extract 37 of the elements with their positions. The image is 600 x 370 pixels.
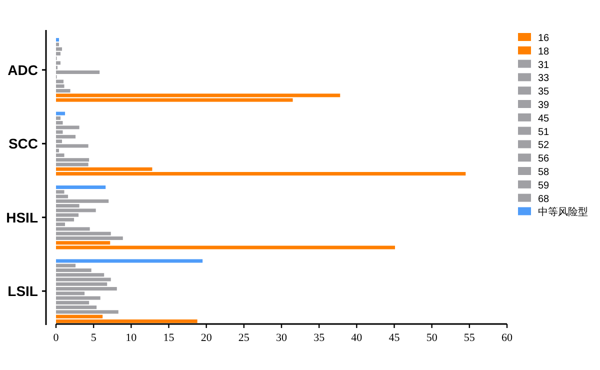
legend-label: 31 xyxy=(538,60,550,71)
x-tick-label: 35 xyxy=(314,332,326,344)
bar xyxy=(56,236,123,240)
x-tick-label: 45 xyxy=(388,332,400,344)
legend-label: 18 xyxy=(538,46,550,58)
legend-label: 58 xyxy=(538,167,550,178)
legend-label: 56 xyxy=(538,154,550,165)
x-tick-label: 30 xyxy=(276,332,288,344)
legend-label: 68 xyxy=(538,194,550,205)
legend-label: 59 xyxy=(538,180,550,192)
legend-label: 39 xyxy=(538,100,550,111)
y-tick-label: LSIL xyxy=(8,283,38,300)
x-tick-label: 10 xyxy=(126,332,138,344)
bar xyxy=(56,185,106,189)
x-tick-label: 15 xyxy=(163,332,175,344)
legend-label: 16 xyxy=(538,33,550,44)
legend-label: 中等风险型 xyxy=(538,206,588,218)
x-tick-label: 55 xyxy=(464,332,476,344)
legend-label: 35 xyxy=(538,86,550,98)
bar xyxy=(56,112,66,116)
x-tick-label: 5 xyxy=(90,332,97,344)
bar xyxy=(56,259,203,263)
legend-label: 51 xyxy=(538,126,550,138)
x-tick-label: 50 xyxy=(426,332,438,344)
x-tick-label: 60 xyxy=(502,332,513,344)
x-tick-label: 20 xyxy=(200,332,212,344)
y-tick-label: SCC xyxy=(8,136,38,152)
bar xyxy=(56,319,198,323)
y-tick-label: ADC xyxy=(8,62,38,78)
bar xyxy=(56,38,60,42)
x-tick-label: 40 xyxy=(351,332,363,344)
x-tick-label: 25 xyxy=(238,332,250,344)
legend-label: 52 xyxy=(538,140,550,152)
x-tick-label: 0 xyxy=(53,332,60,344)
y-tick-label: HSIL xyxy=(6,209,38,226)
legend-label: 33 xyxy=(538,73,550,84)
legend-label: 45 xyxy=(538,113,550,124)
